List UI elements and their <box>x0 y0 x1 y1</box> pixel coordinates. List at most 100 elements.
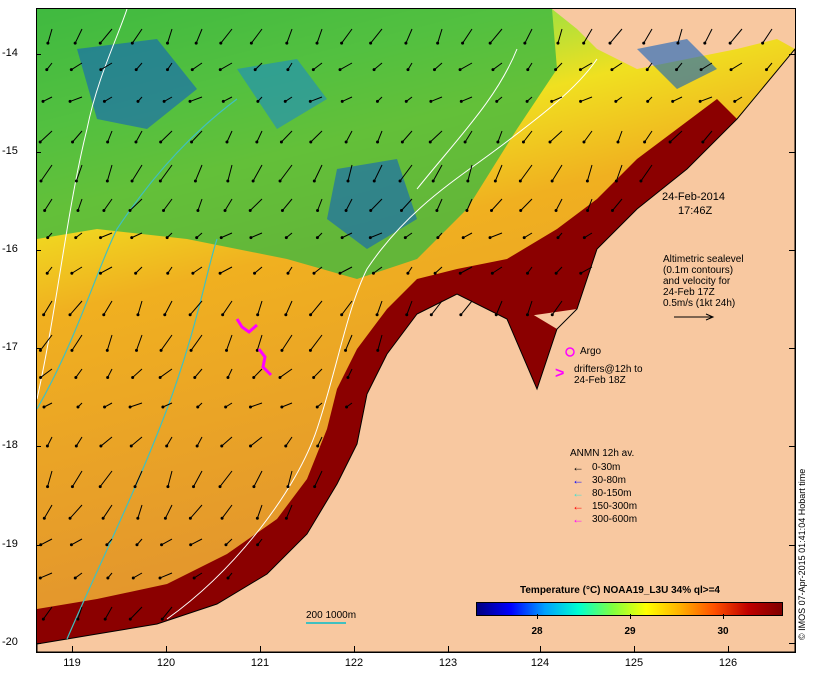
velocity-arrowhead <box>554 209 558 213</box>
map-area[interactable] <box>36 8 796 653</box>
velocity-arrow <box>345 198 353 211</box>
velocity-arrowhead <box>165 68 169 72</box>
velocity-arrow <box>434 266 443 274</box>
y-tick-right <box>789 348 795 349</box>
sealevel-contour <box>416 48 518 190</box>
velocity-arrow <box>131 164 143 182</box>
arrow-icon: ← <box>572 499 584 513</box>
velocity-arrow <box>221 232 233 239</box>
velocity-arrowhead <box>309 313 313 317</box>
velocity-arrow <box>729 28 743 44</box>
colorbar <box>476 602 783 616</box>
velocity-arrows <box>38 28 773 621</box>
velocity-arrowhead <box>45 68 49 72</box>
colorbar-tick: 30 <box>717 626 729 637</box>
velocity-arrow <box>310 130 323 143</box>
velocity-arrow <box>250 28 263 44</box>
velocity-arrowhead <box>556 236 560 240</box>
velocity-arrow <box>285 436 293 447</box>
velocity-arrow <box>131 232 143 239</box>
y-tick-label: -18 <box>2 439 18 451</box>
velocity-arrow <box>730 62 743 71</box>
velocity-arrow <box>222 300 233 316</box>
velocity-arrow <box>615 164 623 182</box>
velocity-arrowhead <box>225 348 229 352</box>
velocity-arrowhead <box>280 209 284 213</box>
y-tick-right <box>789 545 795 546</box>
velocity-arrow <box>491 198 503 211</box>
velocity-arrow <box>345 130 353 143</box>
velocity-arrowhead <box>190 68 194 72</box>
velocity-arrow <box>189 300 203 316</box>
velocity-arrow <box>69 96 83 102</box>
velocity-arrowhead <box>404 41 408 45</box>
velocity-arrow <box>193 572 203 579</box>
velocity-arrow <box>377 334 383 351</box>
velocity-arrow <box>107 130 113 143</box>
velocity-arrow <box>551 300 563 316</box>
velocity-arrowhead <box>316 209 320 213</box>
velocity-arrowhead <box>188 516 192 520</box>
velocity-arrowhead <box>522 236 526 240</box>
velocity-arrowhead <box>68 516 72 520</box>
velocity-arrow <box>370 232 383 239</box>
velocity-arrow <box>551 164 563 182</box>
anmn-legend-4: ← 300-600m <box>572 512 637 526</box>
velocity-arrow <box>196 436 203 447</box>
velocity-arrowhead <box>371 271 375 275</box>
velocity-arrowhead <box>158 179 162 183</box>
velocity-arrowhead <box>429 313 433 317</box>
velocity-arrowhead <box>728 41 732 45</box>
velocity-arrowhead <box>251 179 255 183</box>
y-tick-right <box>789 446 795 447</box>
velocity-arrow <box>432 164 443 182</box>
velocity-arrowhead <box>639 179 643 183</box>
velocity-arrow <box>129 606 143 620</box>
velocity-arrow <box>313 62 323 71</box>
anmn-legend-1: ← 30-80m <box>572 473 626 487</box>
velocity-arrow <box>221 504 233 519</box>
velocity-arrow <box>285 300 293 315</box>
velocity-arrow <box>523 232 533 239</box>
x-tick <box>354 646 355 652</box>
cold-patch <box>637 39 717 89</box>
velocity-arrowhead <box>369 209 373 213</box>
velocity-arrow <box>131 28 143 44</box>
velocity-arrow <box>132 368 143 378</box>
velocity-arrowhead <box>614 179 618 183</box>
velocity-arrowhead <box>99 236 103 240</box>
velocity-arrow <box>99 28 113 44</box>
velocity-arrowhead <box>218 68 222 72</box>
altimetry-line: and velocity for <box>663 276 731 287</box>
velocity-arrowhead <box>71 140 75 144</box>
velocity-arrow <box>40 572 53 579</box>
velocity-arrow <box>219 266 233 274</box>
velocity-arrowhead <box>224 543 228 547</box>
x-tick <box>634 646 635 652</box>
velocity-arrowhead <box>428 140 432 144</box>
velocity-arrowhead <box>280 405 284 409</box>
velocity-arrowhead <box>135 543 139 547</box>
legend-label: 0-30m <box>592 461 621 473</box>
velocity-arrow <box>257 300 263 315</box>
velocity-arrowhead <box>554 271 558 275</box>
velocity-arrow <box>494 164 503 182</box>
y-tick-right <box>789 643 795 644</box>
velocity-arrow <box>310 300 323 316</box>
argo-label: Argo <box>580 346 602 357</box>
velocity-arrow <box>762 28 773 44</box>
velocity-arrow <box>401 130 413 143</box>
velocity-arrow <box>129 402 143 408</box>
velocity-arrow <box>587 198 593 211</box>
velocity-arrowhead <box>582 140 586 144</box>
velocity-arrow <box>672 96 683 102</box>
velocity-arrow <box>254 62 263 71</box>
velocity-arrow <box>71 334 83 351</box>
velocity-arrowhead <box>372 68 376 72</box>
velocity-arrow <box>341 300 353 316</box>
velocity-arrowhead <box>162 209 166 213</box>
velocity-arrowhead <box>189 348 193 352</box>
y-tick-label: -19 <box>2 538 18 550</box>
velocity-arrowhead <box>165 236 169 240</box>
velocity-arrowhead <box>521 140 525 144</box>
